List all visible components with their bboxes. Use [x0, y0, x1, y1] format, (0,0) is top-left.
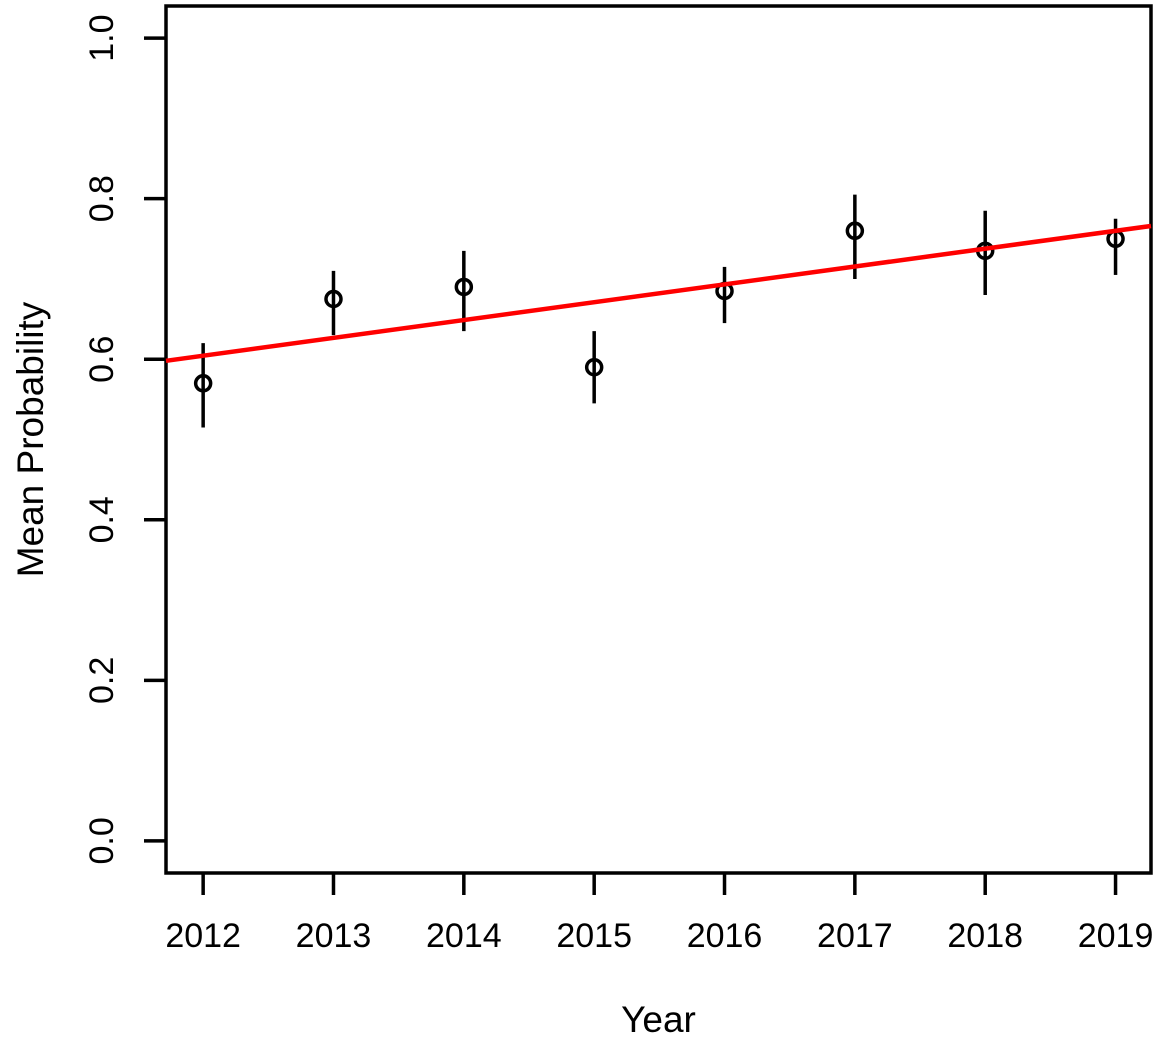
- y-tick-label: 1.0: [83, 14, 121, 61]
- y-tick-label: 0.0: [83, 817, 121, 864]
- x-tick-label: 2013: [296, 917, 372, 955]
- y-tick-label: 0.6: [83, 336, 121, 383]
- y-tick-label: 0.2: [83, 657, 121, 704]
- x-tick-label: 2012: [165, 917, 241, 955]
- plot-border: [164, 4, 1153, 875]
- x-tick-label: 2019: [1078, 917, 1154, 955]
- data-point: [845, 221, 865, 241]
- trend-line: [165, 223, 1152, 364]
- y-tick-label: 0.4: [83, 496, 121, 543]
- data-point: [454, 277, 474, 297]
- data-point: [324, 289, 343, 309]
- x-tick-label: 2015: [556, 917, 632, 955]
- x-tick-label: 2018: [947, 917, 1023, 955]
- x-tick-label: 2016: [687, 917, 763, 955]
- x-axis-title: Year: [621, 999, 696, 1040]
- x-tick-label: 2014: [426, 917, 502, 955]
- data-point: [584, 358, 604, 377]
- y-axis-title: Mean Probability: [10, 301, 51, 577]
- data-point: [193, 374, 213, 393]
- y-tick-label: 0.8: [83, 175, 121, 222]
- x-tick-label: 2017: [817, 917, 893, 955]
